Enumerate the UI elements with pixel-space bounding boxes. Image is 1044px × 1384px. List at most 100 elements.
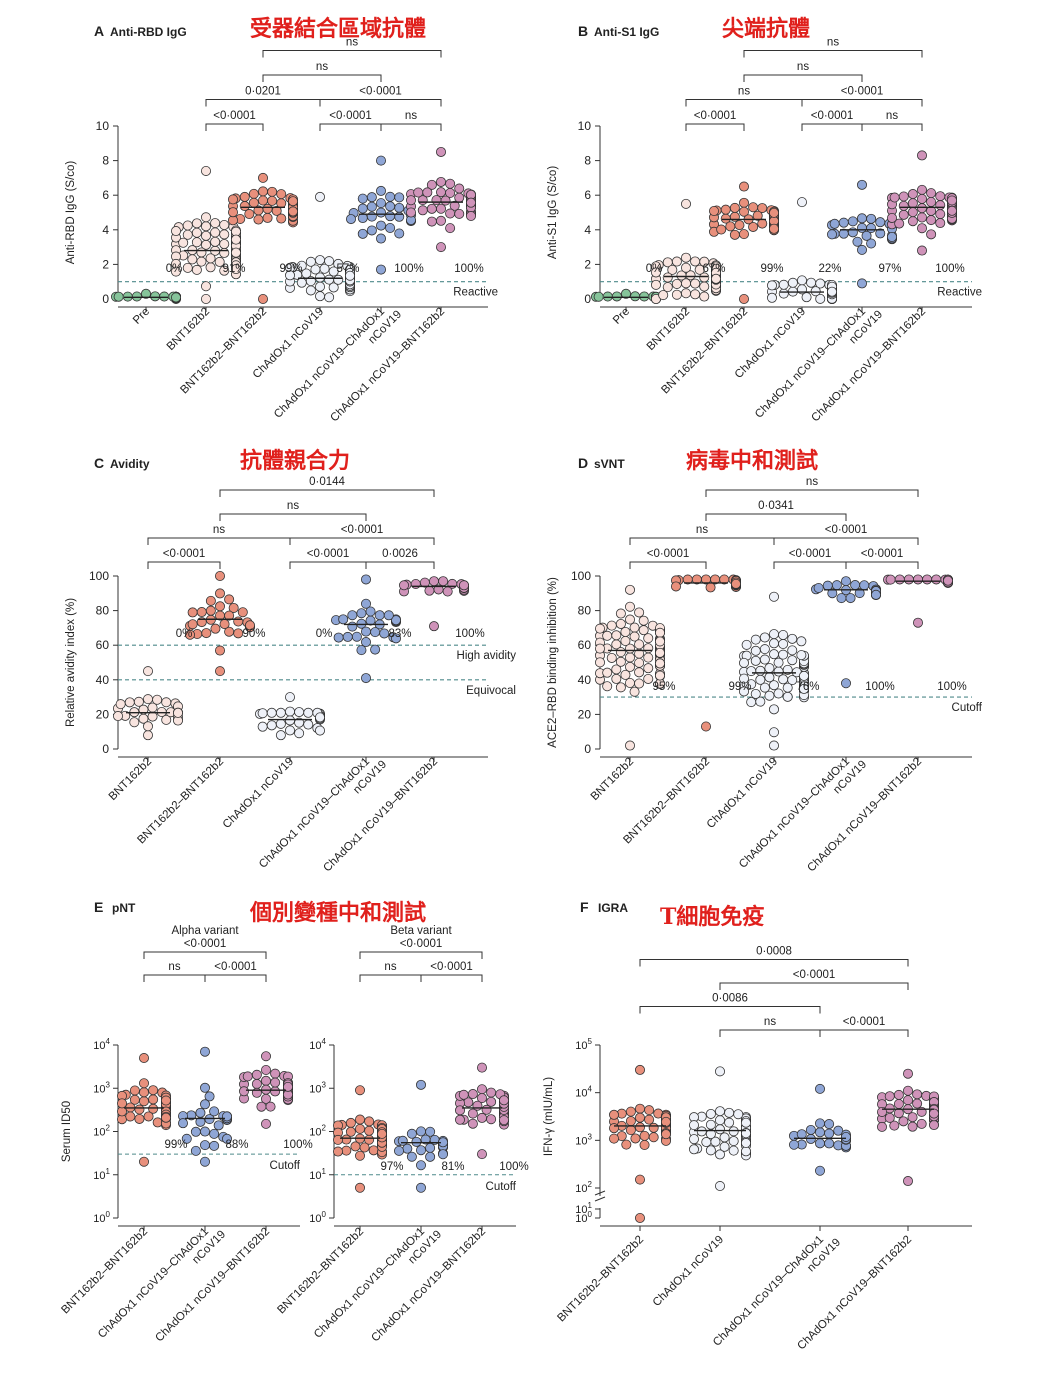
point-A-2: [244, 209, 255, 220]
F-pvalue-2: 0·0086: [712, 993, 748, 1005]
point-B-1: [651, 267, 662, 278]
point-A-4: [375, 264, 386, 275]
point-E-0-0: [138, 1053, 149, 1064]
point-B-2: [716, 224, 727, 235]
point-C-0: [124, 697, 135, 708]
point-B-5: [926, 215, 937, 226]
point-F-0: [609, 1109, 620, 1120]
point-B-2: [720, 204, 731, 215]
A-pvalue-0: <0·0001: [213, 110, 256, 122]
point-E-1-1: [415, 1182, 426, 1193]
point-E-0-1: [221, 1133, 232, 1144]
C-bracket-3: [147, 537, 291, 545]
panel-title-C: Avidity: [110, 457, 150, 471]
point-E-1-0: [332, 1134, 343, 1145]
point-E-1-2: [476, 1084, 487, 1095]
point-D-2: [750, 655, 761, 666]
point-A-3: [296, 277, 307, 288]
C-pvalue-4: <0·0001: [341, 524, 384, 536]
point-B-3: [778, 288, 789, 299]
point-E-1-0: [354, 1085, 365, 1096]
point-D-3: [850, 580, 861, 591]
point-B-1: [681, 262, 692, 273]
point-A-5: [405, 207, 416, 218]
point-C-0: [115, 699, 126, 710]
A-pvalue-3: 0·0201: [245, 86, 281, 98]
point-A-3: [314, 291, 325, 302]
point-D-1: [691, 574, 702, 585]
point-E-1-1: [425, 1142, 436, 1153]
D-bracket-2: [845, 561, 919, 569]
point-D-2: [750, 688, 761, 699]
point-A-5: [454, 183, 465, 194]
A-bracket-6: [262, 50, 442, 58]
point-E-0-1: [209, 1106, 220, 1117]
cutoff-label-B-0: Reactive: [937, 287, 982, 299]
point-E-1-2: [498, 1095, 509, 1106]
point-B-2: [739, 197, 750, 208]
point-C-1: [214, 571, 225, 582]
percent-label-A-1: 91%: [222, 263, 245, 275]
point-A-2: [239, 201, 250, 212]
y-tick-label-E-1-4: 104: [309, 1037, 326, 1052]
point-B-5: [887, 212, 898, 223]
point-A-1: [205, 262, 216, 273]
C-pvalue-1: <0·0001: [307, 548, 350, 560]
point-E-1-1: [393, 1145, 404, 1156]
A-bracket-3: [205, 99, 321, 107]
A-xlabel-1: BNT162b2: [165, 306, 212, 353]
point-A-1: [191, 264, 202, 275]
point-C-0: [172, 707, 183, 718]
point-A-2: [267, 186, 278, 197]
point-C-2: [284, 715, 295, 726]
series-B-3: [767, 197, 838, 304]
point-A-1: [214, 256, 225, 267]
chinese-title-D: 病毒中和測試: [686, 448, 818, 474]
point-D-2: [787, 655, 798, 666]
point-F-1: [696, 1126, 707, 1137]
point-E-1-0: [376, 1128, 387, 1139]
y-tick-label-F-3: 102: [575, 1180, 592, 1195]
series-B-2: [709, 181, 780, 304]
y-axis-label-A: Anti-RBD IgG (S/co): [65, 161, 77, 265]
point-A-5: [449, 200, 460, 211]
D-xlabel-3: ChAdOx1 nCoV19–ChAdOx1nCoV19: [737, 749, 869, 881]
point-F-2: [815, 1165, 826, 1176]
y-tick-label-A-2: 4: [102, 223, 109, 237]
point-D-2: [782, 691, 793, 702]
point-C-3: [338, 614, 349, 625]
point-A-2: [276, 198, 287, 209]
C-pvalue-0: <0·0001: [163, 548, 206, 560]
point-A-1: [170, 226, 181, 237]
point-A-5: [445, 223, 456, 234]
point-E-0-0: [160, 1112, 171, 1123]
y-tick-label-D-1: 20: [578, 707, 592, 721]
point-A-5: [417, 205, 428, 216]
point-F-1: [719, 1132, 730, 1143]
point-D-2: [778, 629, 789, 640]
y-tick-label-B-4: 8: [584, 154, 591, 168]
point-E-1-1: [406, 1128, 417, 1139]
point-F-1: [705, 1145, 716, 1156]
point-A-5: [426, 216, 437, 227]
point-E-0-1: [181, 1133, 192, 1144]
point-F-2: [805, 1124, 816, 1135]
point-E-0-2: [251, 1069, 262, 1080]
point-B-0: [593, 291, 604, 302]
chinese-title-A: 受器結合區域抗體: [250, 16, 426, 42]
point-E-1-2: [476, 1062, 487, 1073]
series-C-0: [113, 666, 183, 741]
C-pvalue-2: 0·0026: [382, 548, 418, 560]
point-D-0: [615, 656, 626, 667]
point-A-2: [276, 189, 287, 200]
point-C-4: [438, 576, 449, 587]
point-D-0: [625, 584, 636, 595]
point-D-2: [746, 666, 757, 677]
point-E-1-2: [498, 1115, 509, 1126]
B-pvalue-3: ns: [738, 86, 750, 98]
percent-label-B-3: 22%: [818, 263, 841, 275]
C-bracket-2: [365, 561, 435, 569]
point-D-0: [602, 667, 613, 678]
D-pvalue-2: <0·0001: [861, 548, 904, 560]
series-B-1: [651, 198, 722, 304]
